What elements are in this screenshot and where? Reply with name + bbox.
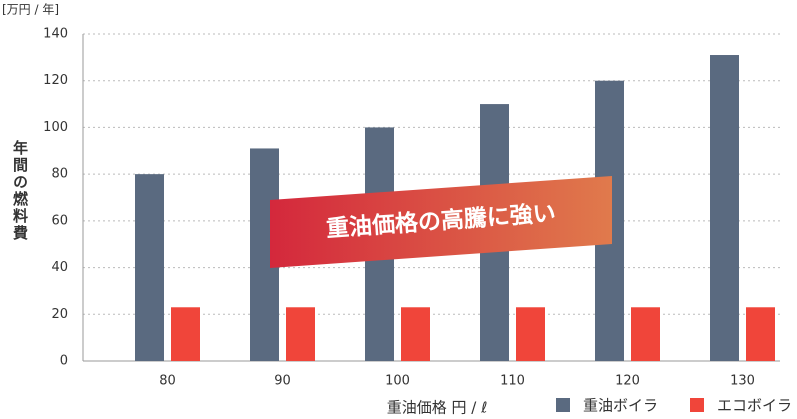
overlay: 重油価格の高騰に強い — [270, 176, 612, 268]
y-tick-label: 20 — [51, 307, 68, 322]
y-tick-label: 60 — [51, 213, 68, 228]
y-tick-label: 40 — [51, 260, 68, 275]
bar — [710, 55, 739, 362]
y-tick-label: 100 — [43, 120, 68, 135]
x-tick-label: 130 — [730, 374, 755, 389]
x-tick-label: 110 — [500, 374, 525, 389]
bar — [401, 307, 430, 361]
bar — [746, 307, 775, 361]
x-tick-label: 90 — [274, 374, 291, 389]
bar — [286, 307, 315, 361]
y-tick-label: 120 — [43, 73, 68, 88]
bar — [135, 174, 164, 361]
y-tick-label: 140 — [43, 27, 68, 42]
y-tick-label: 0 — [60, 354, 68, 369]
x-tick-label: 100 — [385, 374, 410, 389]
legend-swatch — [690, 398, 704, 412]
x-tick-label: 120 — [615, 374, 640, 389]
legend-label: 重油ボイラ — [583, 397, 658, 415]
bar — [631, 307, 660, 361]
x-tick-label: 80 — [159, 374, 176, 389]
unit-label: [万円 / 年] — [2, 3, 59, 17]
x-axis-label: 重油価格 円 / ℓ — [387, 399, 488, 417]
y-axis-label: 年間の燃料費 — [11, 139, 29, 242]
legend-label: エコボイラ — [717, 397, 792, 415]
bar — [171, 307, 200, 361]
y-tick-label: 80 — [51, 167, 68, 182]
banner — [270, 176, 612, 268]
bar — [516, 307, 545, 361]
legend-swatch — [556, 398, 570, 412]
plot: 0 20 40 60 80 100 120 140 80 90 100 110 120 130 重油価格の… — [43, 27, 780, 389]
